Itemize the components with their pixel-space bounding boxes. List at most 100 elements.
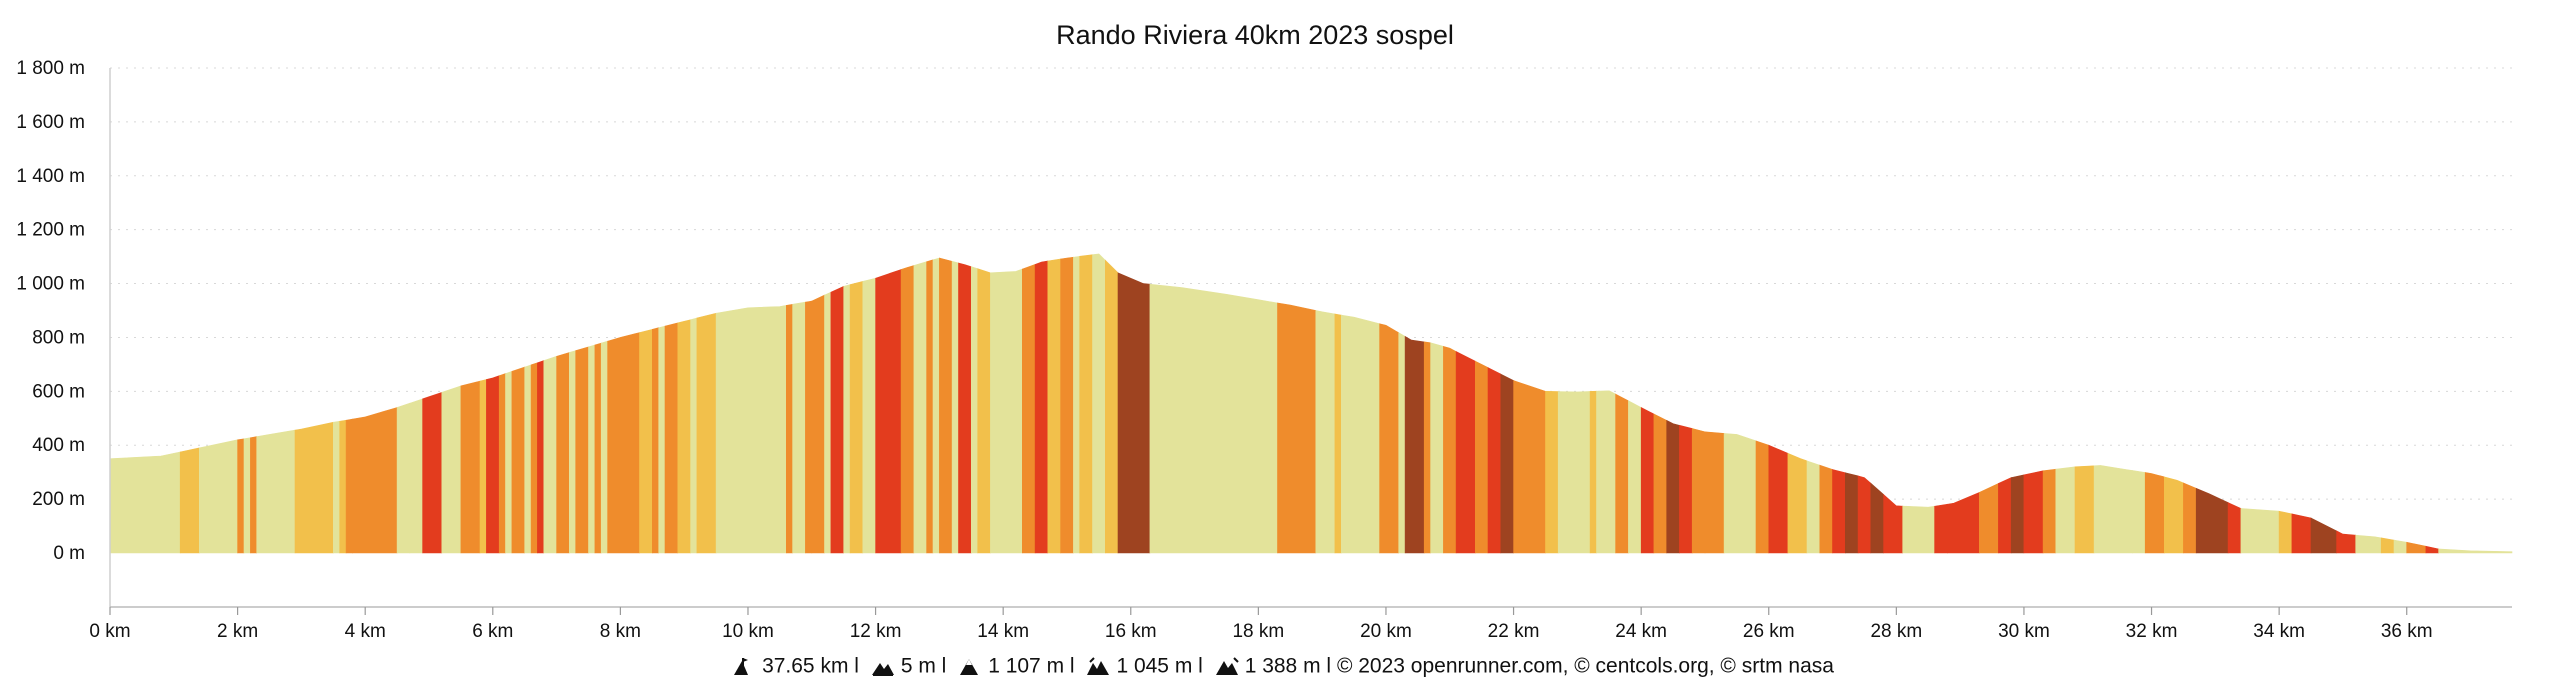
y-tick-label: 1 800 m bbox=[16, 58, 85, 79]
slope-segment-moderate bbox=[594, 342, 602, 554]
x-tick-label: 0 km bbox=[89, 621, 130, 642]
slope-segment-flat bbox=[792, 301, 806, 554]
slope-segment-moderate bbox=[811, 294, 825, 554]
slope-segment-flat bbox=[199, 439, 238, 554]
slope-segment-steep bbox=[2227, 502, 2242, 554]
slope-segment-moderate bbox=[926, 259, 934, 554]
slope-segment-steep bbox=[1487, 367, 1502, 554]
slope-segment-very-steep bbox=[1870, 482, 1884, 554]
slope-segment-flat bbox=[1092, 253, 1106, 554]
slope-segment-steep bbox=[2023, 470, 2044, 554]
slope-segment-flat bbox=[1806, 460, 1821, 554]
slope-segment-moderate bbox=[1277, 302, 1317, 554]
slope-segment-gentle bbox=[339, 419, 347, 554]
slope-segment-steep bbox=[537, 360, 545, 554]
y-tick-label: 1 400 m bbox=[16, 166, 85, 187]
slope-segment-moderate bbox=[664, 322, 679, 554]
slope-segment-steep bbox=[2291, 513, 2312, 554]
slope-segment-steep bbox=[1679, 424, 1693, 554]
chart-title: Rando Riviera 40km 2023 sospel bbox=[1056, 20, 1454, 50]
slope-segment-moderate bbox=[575, 346, 589, 554]
axes bbox=[109, 68, 2512, 608]
slope-segment-flat bbox=[588, 344, 596, 554]
slope-segment-flat bbox=[970, 266, 979, 554]
slope-segment-moderate bbox=[1979, 483, 1999, 554]
slope-segment-gentle bbox=[2278, 510, 2293, 554]
slope-segment-gentle bbox=[849, 281, 864, 554]
slope-segment-gentle bbox=[2074, 465, 2095, 554]
slope-segment-steep bbox=[1947, 491, 1980, 554]
slope-segment-gentle bbox=[2380, 537, 2395, 554]
slope-segment-moderate bbox=[2406, 541, 2427, 554]
x-tick-label: 28 km bbox=[1870, 621, 1922, 642]
slope-segment-steep bbox=[1768, 444, 1789, 554]
y-tick-label: 1 000 m bbox=[16, 274, 85, 295]
slope-segment-flat bbox=[2055, 466, 2076, 554]
y-tick-label: 1 200 m bbox=[16, 220, 85, 241]
slope-segment-moderate bbox=[352, 407, 398, 554]
x-tick-label: 6 km bbox=[472, 621, 513, 642]
slope-segment-flat bbox=[1596, 390, 1616, 554]
separator: l bbox=[854, 654, 859, 678]
slope-segment-gentle bbox=[639, 329, 653, 554]
slope-segment-flat bbox=[1149, 283, 1278, 554]
slope-segment-moderate bbox=[1379, 323, 1399, 554]
x-tick-label: 16 km bbox=[1105, 621, 1157, 642]
x-tick-label: 4 km bbox=[345, 621, 386, 642]
distance-value: 37.65 km bbox=[762, 654, 849, 678]
x-tick-label: 18 km bbox=[1232, 621, 1284, 642]
slope-segment-steep bbox=[486, 375, 500, 554]
x-tick-label: 24 km bbox=[1615, 621, 1667, 642]
slope-segment-very-steep bbox=[1500, 373, 1514, 554]
slope-segment-gentle bbox=[677, 319, 691, 554]
slope-segment-gentle bbox=[696, 312, 717, 554]
slope-segment-gentle bbox=[1079, 254, 1093, 554]
slope-segment-very-steep bbox=[1117, 272, 1151, 554]
slope-segment-gentle bbox=[2164, 476, 2184, 554]
y-tick-label: 800 m bbox=[32, 327, 85, 348]
slope-segment-steep bbox=[1034, 260, 1049, 554]
slope-segment-gentle bbox=[179, 447, 200, 554]
slope-segment-flat bbox=[1315, 310, 1336, 554]
slope-segment-flat bbox=[824, 291, 832, 554]
slope-segment-moderate bbox=[900, 265, 915, 554]
slope-segment-moderate bbox=[785, 303, 793, 554]
slope-segment-flat bbox=[2355, 534, 2382, 554]
slope-segment-flat bbox=[1341, 314, 1380, 554]
slope-segment-moderate bbox=[651, 327, 660, 554]
y-tick-label: 0 m bbox=[53, 543, 85, 564]
slope-segment-flat bbox=[658, 325, 666, 554]
slope-segment-flat bbox=[505, 370, 513, 554]
slope-segment-steep bbox=[2336, 530, 2356, 554]
x-tick-label: 36 km bbox=[2381, 621, 2433, 642]
slope-segment-very-steep bbox=[2010, 474, 2025, 554]
slope-segment-moderate bbox=[511, 366, 526, 554]
separator: l bbox=[1326, 654, 1332, 678]
slope-segment-moderate bbox=[1819, 464, 1833, 554]
slope-segment-moderate bbox=[1443, 346, 1457, 554]
slope-segment-flat bbox=[441, 385, 462, 554]
slope-segment-flat bbox=[409, 398, 423, 554]
slope-segment-moderate bbox=[607, 332, 640, 554]
min-altitude-value: 5 m bbox=[900, 654, 936, 678]
slope-segment-flat bbox=[568, 350, 577, 554]
elevation-loss-icon bbox=[1215, 657, 1239, 676]
slope-segment-moderate bbox=[805, 300, 813, 554]
separator: l bbox=[1198, 654, 1203, 678]
slope-segment-gentle bbox=[977, 268, 991, 554]
elevation-area bbox=[109, 253, 2513, 554]
slope-segment-moderate bbox=[237, 438, 245, 554]
slope-segment-gentle bbox=[1787, 452, 1808, 554]
slope-segment-flat bbox=[913, 261, 927, 554]
slope-segment-steep bbox=[1934, 503, 1948, 554]
slope-segment-steep bbox=[1832, 469, 1846, 554]
slope-segment-moderate bbox=[2183, 482, 2197, 554]
slope-segment-flat bbox=[1557, 391, 1591, 554]
x-tick-label: 20 km bbox=[1360, 621, 1412, 642]
slope-segment-moderate bbox=[1021, 263, 1036, 554]
slope-segment-moderate bbox=[498, 373, 506, 554]
slope-segment-moderate bbox=[1475, 360, 1489, 554]
slope-segment-moderate bbox=[1513, 380, 1546, 554]
slope-segment-flat bbox=[396, 402, 411, 554]
slope-segment-steep bbox=[1640, 407, 1655, 554]
